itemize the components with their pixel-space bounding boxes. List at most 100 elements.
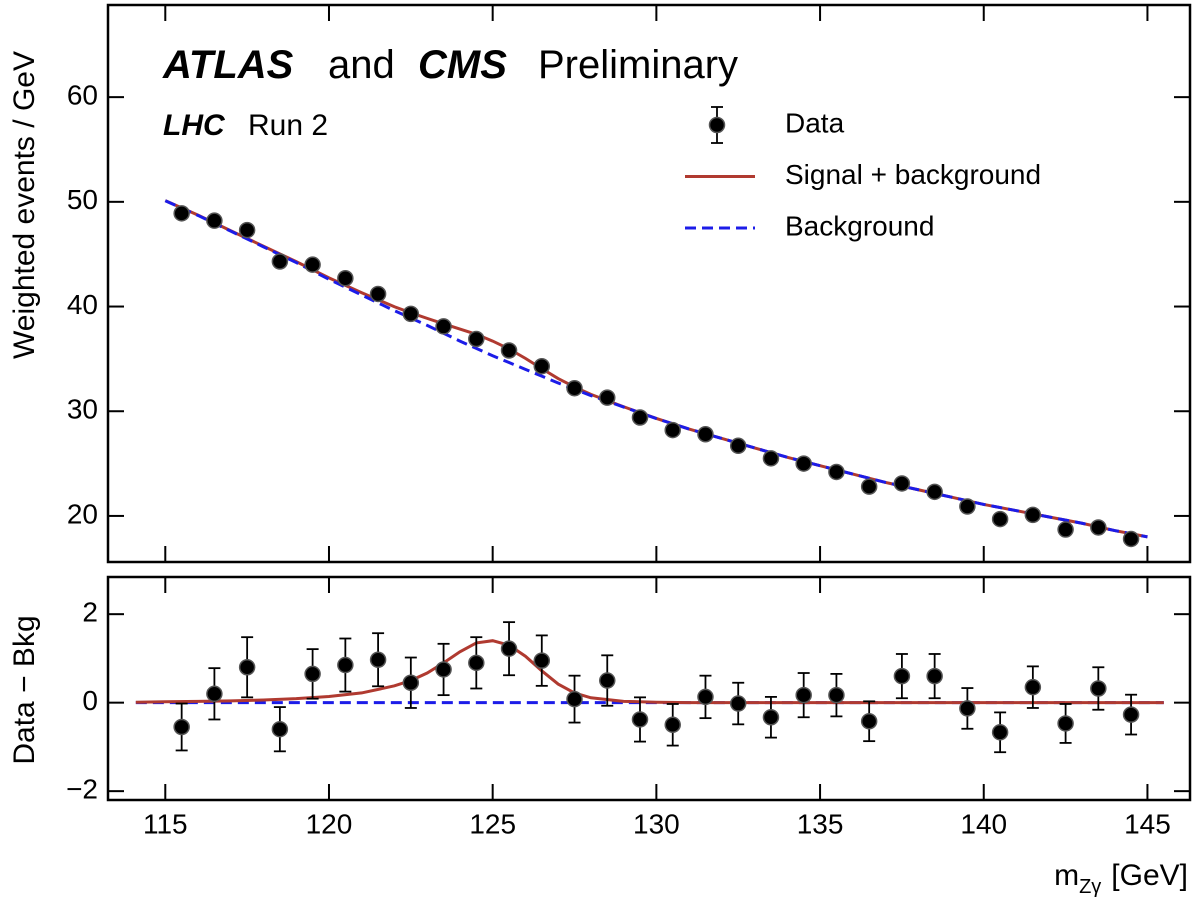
data-point [435, 661, 452, 678]
data-point [1057, 715, 1074, 732]
data-point [304, 665, 321, 683]
data-point [893, 475, 911, 492]
fit-line [135, 639, 1164, 705]
data-point [697, 426, 714, 443]
data-point [206, 685, 223, 703]
chart-title: ATLAS and CMS Preliminary [162, 43, 738, 87]
y-tick-label: 60 [67, 80, 98, 111]
x-label-unit: [GeV] [1111, 859, 1188, 892]
plot-area [164, 199, 1148, 548]
data-point [238, 221, 256, 239]
title-part: CMS [418, 43, 507, 87]
legend-marker [708, 116, 726, 134]
legend-label: Data [785, 107, 845, 138]
y-tick-label: −2 [66, 774, 98, 805]
lhc-label: LHC [163, 109, 226, 142]
y-axis-label: Weighted events / GeV [8, 51, 41, 359]
data-point [1090, 680, 1107, 697]
data-point [271, 720, 289, 738]
x-label-sub: Zγ [1079, 876, 1101, 898]
data-point [926, 667, 943, 685]
data-point [795, 686, 812, 704]
data-point [1057, 521, 1074, 538]
data-point [1024, 678, 1042, 696]
title-part: ATLAS [162, 43, 294, 87]
data-point [828, 463, 845, 481]
x-axis-label: mZγ [GeV] [1054, 859, 1188, 898]
data-point [468, 330, 485, 348]
data-point [926, 483, 943, 501]
data-point [729, 437, 747, 455]
data-point [533, 357, 551, 375]
data-point [402, 305, 420, 323]
y-tick-label: 20 [67, 498, 98, 529]
background-line [164, 199, 1148, 539]
legend-label: Signal + background [785, 159, 1041, 190]
x-tick-label: 125 [469, 808, 516, 839]
subtitle: LHC Run 2 [163, 109, 328, 142]
y-axis-label: Data − Bkg [8, 615, 41, 764]
x-tick-label: 145 [1124, 808, 1171, 839]
data-point [369, 285, 387, 303]
plot-area [135, 621, 1164, 754]
data-point [860, 712, 878, 730]
y-tick-label: 0 [82, 685, 98, 716]
data-point [206, 212, 223, 229]
plot-frame [106, 575, 1192, 802]
data-point [991, 724, 1009, 741]
data-point [1024, 506, 1042, 524]
data-point [664, 716, 681, 734]
data-point [1122, 706, 1140, 723]
x-label-main: m [1054, 859, 1079, 892]
title-part: and [328, 43, 395, 87]
data-point [566, 379, 583, 397]
data-point [762, 709, 780, 726]
data-point [402, 674, 420, 691]
data-point [238, 659, 256, 676]
data-point [959, 498, 976, 515]
data-point [500, 342, 518, 359]
data-point [860, 478, 878, 495]
y-tick-label: 50 [67, 184, 98, 215]
data-point [795, 455, 812, 472]
data-point [631, 711, 649, 728]
legend-label: Background [785, 210, 934, 241]
data-point [893, 667, 911, 685]
data-point [664, 421, 681, 439]
data-point [500, 640, 518, 657]
plot-frame [106, 3, 1192, 564]
data-point [828, 686, 845, 704]
x-tick-label: 120 [306, 808, 353, 839]
data-point [566, 690, 583, 708]
data-point [271, 253, 289, 270]
data-point [729, 695, 747, 712]
data-point [762, 450, 780, 467]
y-tick-label: 30 [67, 394, 98, 425]
data-point [435, 318, 452, 335]
data-point [697, 688, 714, 706]
data-point [991, 510, 1009, 528]
x-tick-label: 140 [960, 808, 1007, 839]
data-point [631, 409, 649, 426]
data-point [468, 654, 485, 672]
x-tick-label: 135 [797, 808, 844, 839]
data-point [599, 672, 616, 689]
data-point [173, 718, 190, 736]
data-point [173, 205, 190, 222]
y-tick-label: 2 [82, 597, 98, 628]
run-label: Run 2 [248, 109, 328, 142]
data-point [337, 270, 354, 287]
data-point [1090, 519, 1107, 536]
fit-line [164, 199, 1148, 539]
y-tick-label: 40 [67, 289, 98, 320]
x-tick-label: 130 [633, 808, 680, 839]
data-point [369, 651, 387, 668]
data-point [337, 656, 354, 674]
data-point [959, 700, 976, 717]
data-point [1122, 530, 1140, 548]
x-tick-label: 115 [143, 808, 188, 839]
data-point [304, 256, 321, 273]
data-point [533, 652, 551, 669]
data-point [599, 389, 616, 406]
